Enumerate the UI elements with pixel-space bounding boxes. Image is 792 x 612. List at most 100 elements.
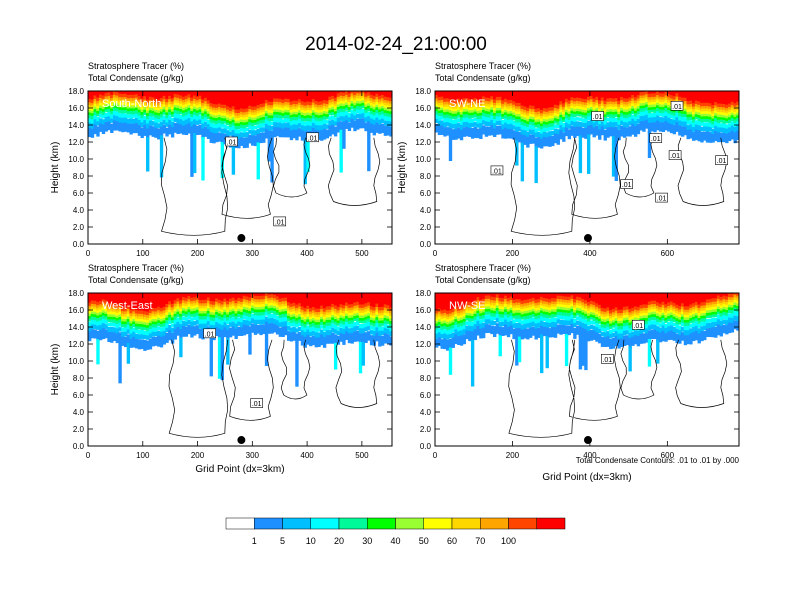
y-tick-label: 14.0 (68, 121, 84, 130)
colorbar-label: 10 (306, 536, 316, 546)
x-tick-label: 600 (661, 249, 675, 258)
colorbar-swatch (254, 517, 283, 530)
y-tick-label: 10.0 (68, 155, 84, 164)
contour-note: Total Condensate Contours: .01 to .01 by… (576, 456, 740, 465)
colorbar-swatch (508, 517, 537, 530)
panel-sw-ne: .01 .01 .01 .01 .01 .01 .01 .01 SW-NE Stratospher… (397, 61, 740, 258)
condensate-contour (508, 339, 728, 438)
y-tick-label: 18.0 (415, 289, 431, 298)
header-line-1: Stratosphere Tracer (%) (435, 61, 531, 71)
colorbar-label: 1 (252, 536, 257, 546)
contour-label: .01 (250, 398, 264, 408)
panel-nw-se: .01 .01 NW-SE Stratosphere Tracer (%) Total … (415, 263, 740, 483)
x-tick-label: 0 (86, 451, 91, 460)
svg-text:.01: .01 (670, 153, 680, 160)
y-tick-label: 4.0 (420, 206, 432, 215)
location-marker (583, 436, 592, 445)
x-tick-label: 200 (506, 249, 520, 258)
contour-label: .01 (715, 155, 728, 165)
colorbar-label: 50 (419, 536, 429, 546)
header-line-2: Total Condensate (g/kg) (88, 275, 184, 285)
y-tick-label: 2.0 (420, 425, 432, 434)
x-tick-label: 0 (86, 249, 91, 258)
contour-label: .01 (649, 133, 663, 143)
y-tick-label: 4.0 (73, 206, 85, 215)
y-tick-label: 6.0 (73, 391, 85, 400)
tracer-field (88, 91, 392, 244)
y-tick-label: 12.0 (68, 340, 84, 349)
contour-label: .01 (591, 111, 604, 121)
figure-title: 2014-02-24_21:00:00 (305, 34, 487, 55)
x-tick-label: 400 (583, 249, 597, 258)
colorbar-swatch (480, 517, 509, 530)
header-line-2: Total Condensate (g/kg) (435, 275, 531, 285)
x-tick-label: 500 (355, 451, 369, 460)
panel-west-east: .01 .01 West-East Stratosphere Tracer (%) To… (50, 263, 393, 475)
y-tick-label: 6.0 (420, 189, 432, 198)
x-axis-label: Grid Point (dx=3km) (542, 472, 631, 483)
colorbar-swatch (395, 517, 424, 530)
colorbar-swatch (451, 517, 481, 530)
svg-text:.01: .01 (651, 136, 661, 143)
tracer-field (435, 293, 739, 446)
y-tick-label: 0.0 (420, 240, 432, 249)
svg-text:.01: .01 (308, 135, 318, 142)
condensate-contour (168, 339, 381, 438)
y-tick-label: 8.0 (420, 374, 432, 383)
svg-text:.01: .01 (622, 182, 632, 189)
y-tick-label: 14.0 (415, 121, 431, 130)
contour-label: .01 (632, 319, 645, 330)
y-tick-label: 10.0 (415, 155, 431, 164)
tracer-field (435, 91, 739, 244)
colorbar-label: 20 (334, 536, 344, 546)
contour-label: .01 (620, 179, 633, 189)
y-tick-label: 0.0 (73, 240, 85, 249)
x-tick-label: 200 (191, 451, 205, 460)
svg-text:.01: .01 (252, 401, 262, 408)
x-axis-label: Grid Point (dx=3km) (195, 464, 284, 475)
colorbar-swatch (367, 517, 396, 530)
plot-frame (87, 90, 393, 245)
plot-frame (434, 292, 740, 447)
header-line-1: Stratosphere Tracer (%) (88, 263, 184, 273)
y-tick-label: 16.0 (415, 104, 431, 113)
colorbar-swatch (282, 517, 311, 530)
colorbar-swatch (423, 517, 453, 530)
y-tick-label: 6.0 (420, 391, 432, 400)
y-axis-label: Height (km) (50, 344, 61, 396)
panel-label: SW-NE (449, 98, 485, 110)
location-marker (237, 234, 246, 243)
panel-south-north: .01 .01 .01 South-North Stratosphere Tracer … (50, 61, 393, 258)
contour-label: .01 (306, 132, 319, 142)
y-tick-label: 18.0 (415, 87, 431, 96)
y-tick-label: 8.0 (73, 172, 85, 181)
x-tick-label: 300 (246, 451, 260, 460)
contour-label: .01 (601, 353, 614, 364)
panel-label: West-East (102, 300, 153, 312)
svg-text:.01: .01 (593, 114, 603, 121)
contour-label: .01 (203, 328, 216, 338)
colorbar-label: 60 (447, 536, 457, 546)
x-tick-label: 200 (506, 451, 520, 460)
condensate-contour (160, 137, 381, 236)
x-tick-label: 0 (433, 249, 438, 258)
contour-label: .01 (655, 192, 668, 203)
x-tick-label: 500 (355, 249, 369, 258)
x-tick-label: 600 (661, 451, 675, 460)
svg-text:.01: .01 (672, 104, 682, 111)
colorbar-swatch (338, 517, 368, 530)
colorbar-swatch (225, 517, 255, 530)
y-tick-label: 6.0 (73, 189, 85, 198)
header-line-2: Total Condensate (g/kg) (435, 73, 531, 83)
y-tick-label: 2.0 (73, 223, 85, 232)
plot-frame (87, 292, 393, 447)
colorbar-swatch (310, 517, 340, 530)
y-tick-label: 14.0 (68, 323, 84, 332)
x-tick-label: 400 (583, 451, 597, 460)
x-tick-label: 100 (136, 249, 150, 258)
colorbar-label: 70 (475, 536, 485, 546)
svg-text:.01: .01 (227, 140, 237, 147)
y-tick-label: 4.0 (420, 408, 432, 417)
y-tick-label: 10.0 (68, 357, 84, 366)
